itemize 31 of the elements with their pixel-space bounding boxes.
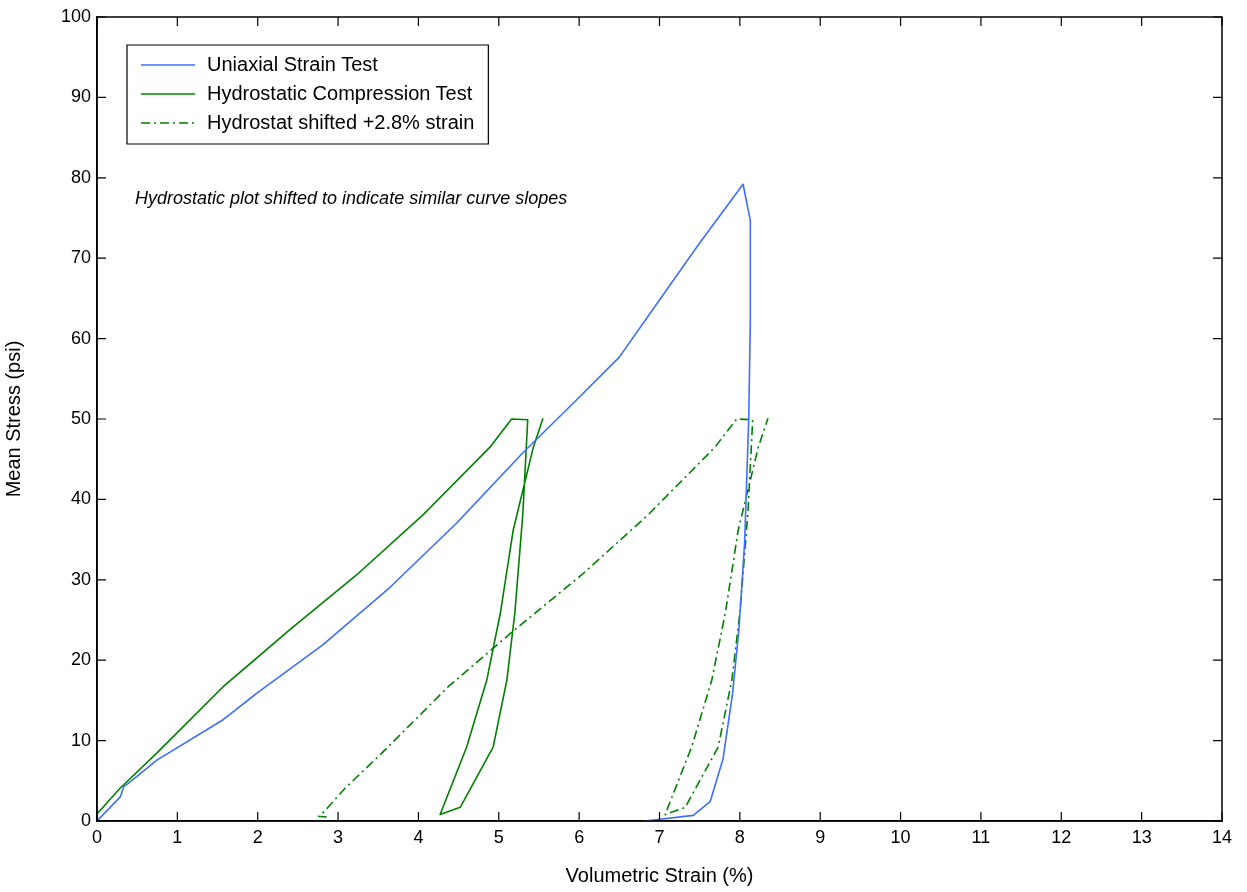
x-tick-label: 13 xyxy=(1131,826,1152,847)
y-tick-label: 0 xyxy=(80,809,91,830)
y-tick-label: 90 xyxy=(70,86,91,107)
x-tick-label: 7 xyxy=(654,826,665,847)
annotation: Hydrostatic plot shifted to indicate similar curve slopes xyxy=(135,188,568,208)
x-tick-label: 3 xyxy=(333,826,344,847)
x-axis-title: Volumetric Strain (%) xyxy=(565,863,754,886)
x-tick-label: 8 xyxy=(734,826,745,847)
x-tick-label: 2 xyxy=(252,826,263,847)
x-tick-label: 6 xyxy=(574,826,585,847)
legend-label: Uniaxial Strain Test xyxy=(207,52,379,75)
legend-label: Hydrostat shifted +2.8% strain xyxy=(207,110,475,133)
y-tick-label: 10 xyxy=(70,729,91,750)
x-tick-label: 14 xyxy=(1211,826,1233,847)
y-tick-label: 20 xyxy=(70,649,91,670)
y-tick-label: 80 xyxy=(70,166,91,187)
x-tick-label: 11 xyxy=(971,826,991,847)
y-tick-label: 70 xyxy=(70,247,91,268)
x-tick-label: 10 xyxy=(890,826,911,847)
x-tick-label: 12 xyxy=(1051,826,1072,847)
y-tick-label: 50 xyxy=(70,407,91,428)
y-tick-label: 40 xyxy=(70,488,91,509)
x-tick-label: 5 xyxy=(493,826,504,847)
x-tick-label: 9 xyxy=(815,826,826,847)
x-tick-label: 1 xyxy=(172,826,183,847)
y-tick-label: 30 xyxy=(70,568,91,589)
y-tick-label: 60 xyxy=(70,327,91,348)
legend-label: Hydrostatic Compression Test xyxy=(207,81,473,104)
y-tick-label: 100 xyxy=(60,5,91,26)
x-tick-label: 4 xyxy=(413,826,424,847)
y-axis-title: Mean Stress (psi) xyxy=(1,340,24,498)
